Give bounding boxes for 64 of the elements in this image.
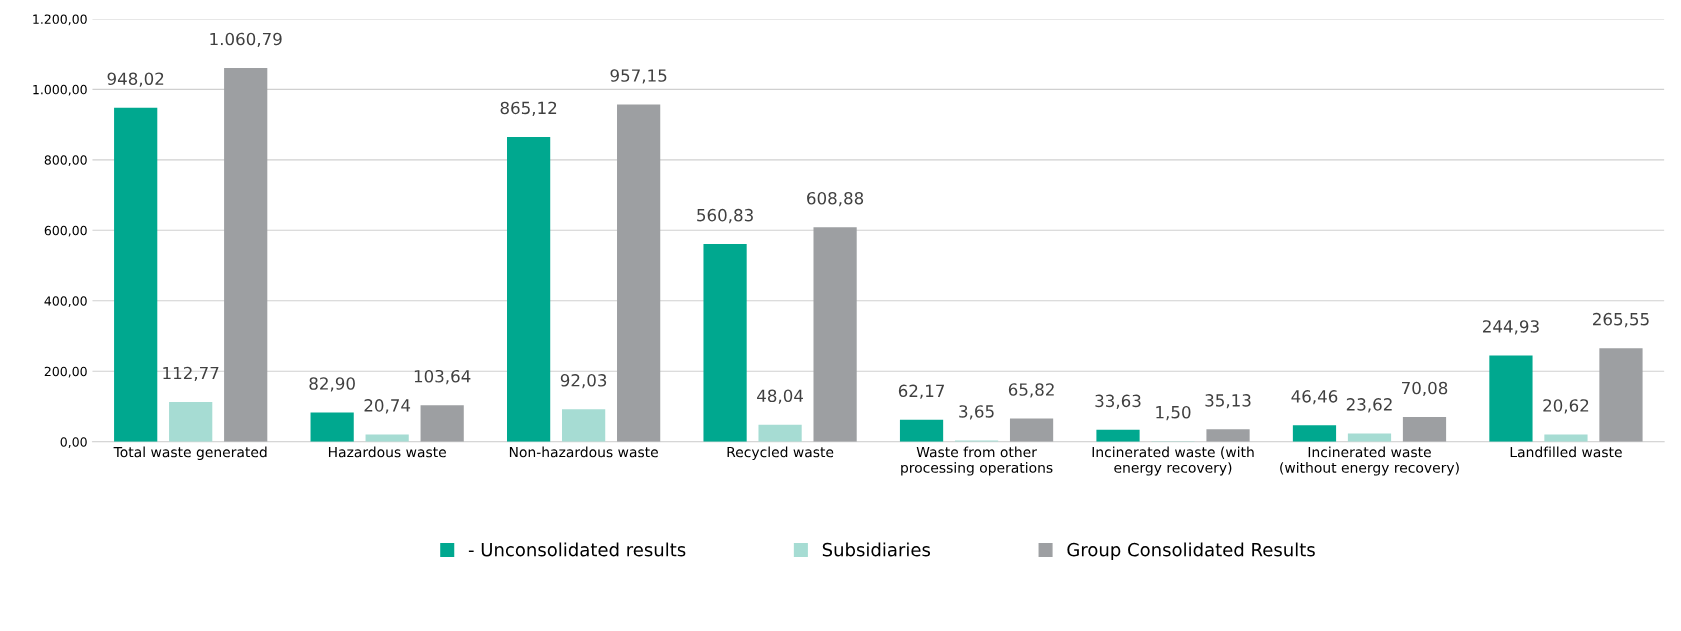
data-label: 865,12 — [500, 101, 557, 116]
y-tick-label: 1.000,00 — [33, 84, 87, 96]
legend-label: - Unconsolidated results — [468, 542, 686, 557]
data-label: 112,77 — [163, 366, 219, 381]
data-label: 48,04 — [757, 389, 804, 404]
data-label: 244,93 — [1483, 320, 1539, 335]
bar — [1009, 418, 1054, 442]
x-tick-label: Incinerated waste (with energy recovery) — [1092, 446, 1254, 476]
bar — [1599, 348, 1643, 442]
bar — [1489, 355, 1533, 442]
y-tick-label: 800,00 — [44, 155, 87, 167]
bar — [169, 401, 213, 442]
data-label: 46,46 — [1291, 390, 1338, 405]
data-label: 3,65 — [959, 405, 994, 420]
legend-label: Group Consolidated Results — [1067, 542, 1315, 560]
y-tick-label: 200,00 — [44, 366, 87, 378]
bar — [224, 67, 268, 442]
data-label: 35,13 — [1205, 394, 1251, 409]
data-label: 20,62 — [1543, 399, 1589, 414]
bar — [1347, 433, 1392, 442]
bar — [1206, 429, 1250, 442]
bar — [507, 136, 551, 442]
y-tick-label: 600,00 — [44, 225, 87, 237]
x-tick-label: Incinerated waste (without energy recovery) — [1280, 446, 1459, 476]
data-label: 957,15 — [610, 69, 667, 84]
data-label: 265,55 — [1593, 312, 1649, 328]
data-label: 82,90 — [309, 377, 355, 392]
y-tick-label: 400,00 — [44, 296, 87, 307]
bar — [1544, 434, 1588, 442]
x-tick-label: Total waste generated — [113, 446, 267, 460]
legend-label: Subsidiaries — [822, 542, 931, 557]
data-label: 103,64 — [414, 369, 471, 385]
data-label: 23,62 — [1346, 398, 1392, 413]
bar — [758, 424, 802, 442]
bar — [1292, 425, 1337, 442]
data-label: 608,88 — [807, 191, 864, 207]
data-label: 1,50 — [1156, 405, 1191, 421]
bar — [703, 244, 747, 442]
x-tick-label: Waste from other processing operations — [901, 446, 1053, 476]
x-tick-label: Recycled waste — [727, 446, 834, 460]
bar — [562, 409, 606, 442]
data-label: 948,02 — [107, 72, 164, 87]
x-tick-label: Landfilled waste — [1510, 446, 1622, 458]
data-label: 65,82 — [1008, 383, 1054, 398]
data-label: 92,03 — [560, 374, 607, 389]
bar — [813, 227, 857, 442]
bar — [1096, 429, 1140, 442]
y-tick-label: 1.200,00 — [33, 14, 87, 26]
bar — [114, 107, 158, 442]
bar — [310, 412, 354, 442]
x-tick-label: Non-hazardous waste — [509, 446, 658, 458]
data-label: 33,63 — [1095, 394, 1141, 409]
x-tick-label: Hazardous waste — [328, 446, 446, 458]
data-label: 1.060,79 — [210, 32, 282, 47]
bar — [617, 104, 661, 442]
bar — [420, 405, 464, 442]
data-label: 20,74 — [364, 399, 411, 414]
y-tick-label: 0,00 — [60, 437, 87, 448]
bar — [899, 419, 944, 442]
data-label: 560,83 — [697, 208, 753, 224]
bar — [1402, 417, 1447, 442]
data-label: 70,08 — [1402, 381, 1448, 397]
data-label: 62,17 — [898, 384, 944, 399]
bar — [365, 434, 409, 442]
